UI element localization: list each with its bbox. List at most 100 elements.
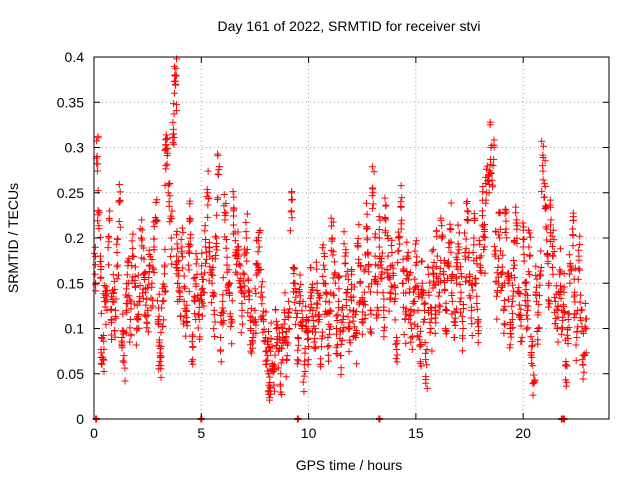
data-point	[375, 213, 383, 221]
data-point	[165, 179, 173, 187]
data-point	[571, 291, 579, 299]
data-point	[158, 304, 166, 312]
data-point	[418, 257, 426, 265]
data-point	[123, 271, 131, 279]
data-point	[170, 133, 178, 141]
y-tick-label: 0.1	[65, 321, 85, 337]
data-point	[223, 261, 231, 269]
data-point	[536, 281, 544, 289]
data-point	[380, 303, 388, 311]
data-point	[443, 260, 451, 268]
data-point	[528, 337, 536, 345]
data-point	[331, 279, 339, 287]
data-point	[411, 275, 419, 283]
data-point	[553, 305, 561, 313]
data-point	[436, 277, 444, 285]
data-point	[360, 300, 368, 308]
data-point	[252, 290, 260, 298]
data-point	[489, 183, 497, 191]
data-point	[507, 329, 515, 337]
data-point	[266, 383, 274, 391]
data-point	[506, 344, 514, 352]
data-point	[183, 307, 191, 315]
data-point	[305, 343, 313, 351]
data-point	[92, 287, 100, 295]
data-point	[430, 281, 438, 289]
data-point	[464, 208, 472, 216]
data-point	[380, 327, 388, 335]
data-point	[575, 256, 583, 264]
data-point	[185, 266, 193, 274]
data-point	[94, 132, 102, 140]
data-point	[415, 333, 423, 341]
data-point	[496, 209, 504, 217]
x-tick-label: 10	[301, 425, 317, 441]
x-tick-label: 20	[515, 425, 531, 441]
data-point	[545, 297, 553, 305]
data-point	[173, 240, 181, 248]
data-point	[411, 297, 419, 305]
data-point	[446, 239, 454, 247]
data-point	[173, 227, 181, 235]
data-point	[283, 355, 291, 363]
data-point	[169, 139, 177, 147]
y-tick-label: 0.4	[65, 49, 85, 65]
data-point	[256, 227, 264, 235]
data-point	[275, 335, 283, 343]
data-point	[539, 142, 547, 150]
data-point	[247, 347, 255, 355]
data-point	[167, 234, 175, 242]
data-point	[375, 234, 383, 242]
axis-ticks: 0 0.05 0.1 0.15 0.2 0.25 0.3 0.35 0.4 0 5 10 15 20	[57, 49, 609, 441]
data-point	[577, 317, 585, 325]
data-point	[130, 300, 138, 308]
data-point	[155, 338, 163, 346]
data-point	[416, 327, 424, 335]
data-point	[98, 360, 106, 368]
data-point	[215, 162, 223, 170]
data-point	[194, 324, 202, 332]
data-point	[152, 217, 160, 225]
data-point	[430, 269, 438, 277]
data-point	[302, 302, 310, 310]
data-point	[266, 347, 274, 355]
data-point	[204, 213, 212, 221]
data-point	[153, 217, 161, 225]
data-point	[351, 323, 359, 331]
data-point	[465, 253, 473, 261]
data-point	[97, 265, 105, 273]
data-point	[161, 270, 169, 278]
data-point	[515, 310, 523, 318]
data-point	[525, 243, 533, 251]
data-point	[164, 189, 172, 197]
data-point	[378, 268, 386, 276]
data-point	[228, 297, 236, 305]
data-point	[247, 349, 255, 357]
data-point	[363, 224, 371, 232]
data-point	[329, 290, 337, 298]
data-point	[581, 300, 589, 308]
data-point	[94, 217, 102, 225]
data-point	[353, 329, 361, 337]
data-point	[394, 259, 402, 267]
data-point	[268, 343, 276, 351]
data-point	[575, 246, 583, 254]
data-point	[472, 274, 480, 282]
data-point	[270, 387, 278, 395]
data-point	[237, 329, 245, 337]
data-point	[322, 288, 330, 296]
data-point	[140, 270, 148, 278]
data-point	[331, 269, 339, 277]
data-point	[320, 261, 328, 269]
data-point	[262, 360, 270, 368]
data-point	[220, 317, 228, 325]
data-point	[363, 210, 371, 218]
data-point	[398, 280, 406, 288]
data-point	[192, 280, 200, 288]
y-tick-label: 0.05	[57, 366, 84, 382]
data-point	[277, 359, 285, 367]
data-point	[502, 208, 510, 216]
data-point	[251, 306, 259, 314]
data-point	[513, 225, 521, 233]
data-point	[209, 292, 217, 300]
